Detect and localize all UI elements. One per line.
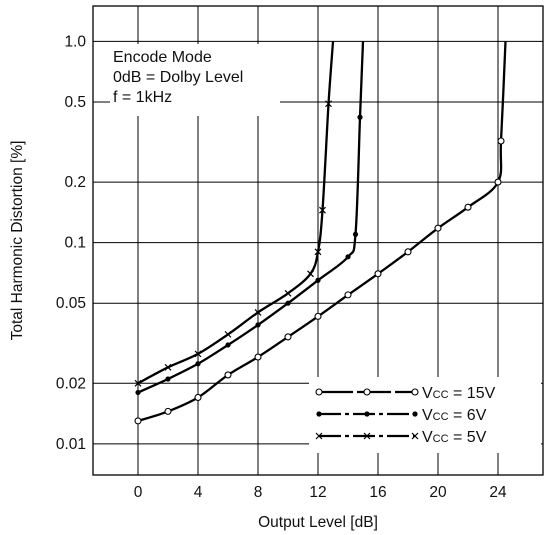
x-tick-label-2: 8	[254, 484, 263, 501]
y-tick-labels: 0.01 0.02 0.05 0.1 0.2 0.5 1.0	[56, 33, 87, 452]
point-1-9	[357, 114, 363, 120]
annotation-line-frequency: f = 1kHz	[113, 89, 172, 106]
point-1-8	[352, 231, 359, 237]
point-2-0	[134, 379, 142, 387]
x-tick-label-6: 24	[489, 484, 507, 501]
point-1-7	[345, 254, 351, 260]
y-tick-label-5: 0.5	[64, 94, 86, 111]
annotation-line-reference: 0dB = Dolby Level	[113, 69, 243, 86]
plot-frame	[92, 5, 544, 476]
point-2-5	[284, 289, 292, 297]
point-0-2	[194, 393, 202, 402]
annotation-background	[110, 44, 280, 116]
y-tick-label-2: 0.05	[56, 295, 86, 312]
legend-marker-end-1	[412, 411, 418, 417]
legend-entry-1: VCC = 6V	[316, 407, 487, 424]
y-tick-label-3: 0.1	[64, 235, 86, 252]
point-2-9	[325, 100, 332, 108]
legend-entry-2: VCC = 5V	[315, 429, 487, 446]
y-tick-label-0: 0.01	[56, 436, 86, 453]
legend-marker-mid-2	[363, 432, 371, 440]
point-2-2	[194, 350, 202, 358]
annotation-line-mode: Encode Mode	[113, 49, 212, 66]
point-2-7	[314, 248, 322, 256]
y-tick-label-4: 0.2	[64, 174, 86, 191]
point-1-3	[225, 342, 231, 348]
legend-label-1: VCC = 6V	[422, 407, 487, 424]
series-line-1	[137, 41, 365, 394]
legend-entry-0: VCC = 15V	[315, 385, 496, 402]
point-1-4	[255, 322, 261, 328]
series-group	[134, 41, 507, 425]
y-tick-label-6: 1.0	[64, 33, 86, 50]
point-0-10	[434, 224, 442, 232]
legend-marker-start-1	[316, 411, 322, 417]
point-0-9	[404, 248, 412, 256]
point-1-0	[135, 389, 141, 396]
y-axis-label: Total Harmonic Distortion [%]	[9, 141, 26, 341]
point-0-8	[374, 270, 382, 278]
point-1-2	[195, 361, 201, 367]
point-0-4	[254, 353, 262, 361]
point-0-0	[134, 417, 142, 425]
x-tick-label-1: 4	[194, 484, 203, 501]
x-tick-label-5: 20	[429, 484, 447, 501]
point-1-1	[165, 376, 171, 382]
point-2-6	[307, 270, 314, 278]
legend-marker-mid-0	[363, 388, 371, 396]
point-2-8	[319, 206, 326, 214]
x-tick-labels: 0 4 8 12 16 20 24	[134, 484, 507, 501]
point-0-11	[464, 203, 472, 211]
series-1	[135, 41, 365, 396]
x-tick-label-3: 12	[309, 484, 326, 501]
point-0-6	[314, 312, 322, 320]
point-1-5	[285, 300, 291, 306]
point-0-1	[164, 407, 172, 415]
series-0	[134, 41, 507, 425]
point-1-6	[315, 277, 321, 283]
grid	[93, 6, 543, 475]
point-2-4	[254, 308, 262, 316]
y-tick-label-1: 0.02	[56, 375, 86, 392]
legend: VCC = 15V VCC = 6V VCC = 5V	[309, 377, 541, 453]
point-2-1	[164, 363, 172, 371]
legend-marker-start-0	[315, 388, 323, 396]
x-tick-label-0: 0	[134, 484, 143, 501]
point-0-3	[224, 371, 232, 379]
x-axis-label: Output Level [dB]	[258, 514, 378, 531]
legend-label-0: VCC = 15V	[422, 385, 496, 402]
series-2	[134, 41, 335, 387]
point-0-7	[344, 291, 352, 299]
point-0-5	[284, 333, 292, 341]
point-0-12	[494, 178, 502, 186]
legend-marker-mid-1	[364, 411, 370, 417]
point-0-13	[497, 137, 505, 145]
legend-marker-end-2	[411, 432, 419, 440]
x-tick-label-4: 16	[369, 484, 386, 501]
legend-marker-start-2	[315, 432, 323, 440]
legend-label-2: VCC = 5V	[422, 429, 487, 446]
point-2-3	[224, 330, 232, 338]
legend-marker-end-0	[411, 388, 419, 396]
